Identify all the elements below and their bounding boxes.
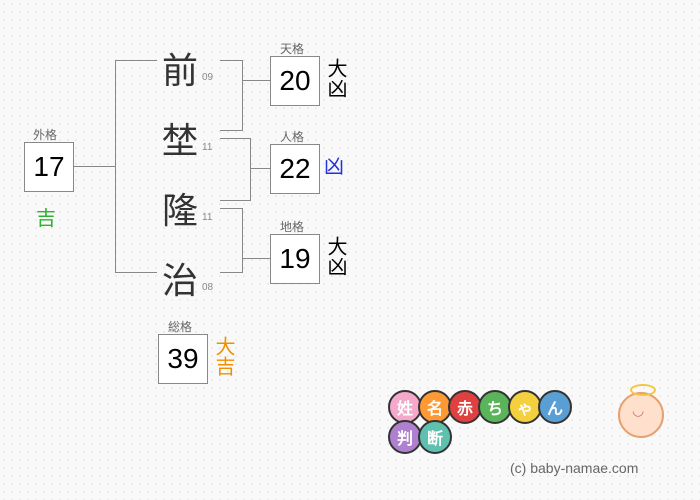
chikaku-value-box: 19 xyxy=(270,234,320,284)
line xyxy=(115,272,157,273)
halo-icon xyxy=(630,384,656,396)
line xyxy=(220,272,242,273)
line xyxy=(220,60,242,61)
logo-row2: 判断 xyxy=(390,420,570,454)
logo-bubble: ち xyxy=(478,390,512,424)
diagram-root: 外格 17 吉 前 09 埜 11 隆 11 治 08 天格 20 大凶 人格 … xyxy=(0,0,700,500)
jinkaku-fortune: 凶 xyxy=(324,156,346,178)
line xyxy=(220,208,242,209)
logo-bubble: ゃ xyxy=(508,390,542,424)
kanji-3: 隆 xyxy=(162,182,198,234)
logo-bubble: 姓 xyxy=(388,390,422,424)
logo: 姓名赤ちゃん 判断 xyxy=(390,390,570,454)
soukaku-value: 39 xyxy=(167,343,198,375)
copyright: (c) baby-namae.com xyxy=(510,460,638,476)
line xyxy=(73,166,115,167)
line xyxy=(220,138,250,139)
line xyxy=(115,60,157,61)
line xyxy=(242,208,243,273)
gaikaku-fortune: 吉 xyxy=(36,208,58,230)
tenkaku-value-box: 20 xyxy=(270,56,320,106)
soukaku-label: 総格 xyxy=(168,318,192,335)
line xyxy=(242,258,270,259)
jinkaku-value: 22 xyxy=(279,153,310,185)
stroke-1: 09 xyxy=(202,72,213,83)
stroke-4: 08 xyxy=(202,282,213,293)
stroke-3: 11 xyxy=(202,212,212,223)
soukaku-value-box: 39 xyxy=(158,334,208,384)
baby-icon xyxy=(618,392,664,438)
chikaku-label: 地格 xyxy=(280,218,304,235)
line xyxy=(220,130,242,131)
logo-bubble: 判 xyxy=(388,420,422,454)
kanji-1: 前 xyxy=(162,42,198,94)
line xyxy=(220,200,250,201)
jinkaku-label: 人格 xyxy=(280,128,304,145)
tenkaku-fortune: 大凶 xyxy=(324,58,346,98)
line xyxy=(250,138,251,201)
chikaku-fortune: 大凶 xyxy=(324,236,346,276)
chikaku-value: 19 xyxy=(279,243,310,275)
kanji-2: 埜 xyxy=(162,112,198,164)
logo-bubble: 断 xyxy=(418,420,452,454)
logo-row1: 姓名赤ちゃん xyxy=(390,390,570,424)
logo-bubble: 赤 xyxy=(448,390,482,424)
gaikaku-value: 17 xyxy=(33,151,64,183)
line xyxy=(250,168,270,169)
soukaku-fortune: 大吉 xyxy=(212,336,234,376)
gaikaku-label: 外格 xyxy=(33,126,57,143)
tenkaku-value: 20 xyxy=(279,65,310,97)
line xyxy=(115,60,116,272)
line xyxy=(242,60,243,131)
logo-bubble: 名 xyxy=(418,390,452,424)
gaikaku-value-box: 17 xyxy=(24,142,74,192)
line xyxy=(242,80,270,81)
tenkaku-label: 天格 xyxy=(280,40,304,57)
logo-bubble: ん xyxy=(538,390,572,424)
kanji-4: 治 xyxy=(162,252,198,304)
jinkaku-value-box: 22 xyxy=(270,144,320,194)
stroke-2: 11 xyxy=(202,142,212,153)
